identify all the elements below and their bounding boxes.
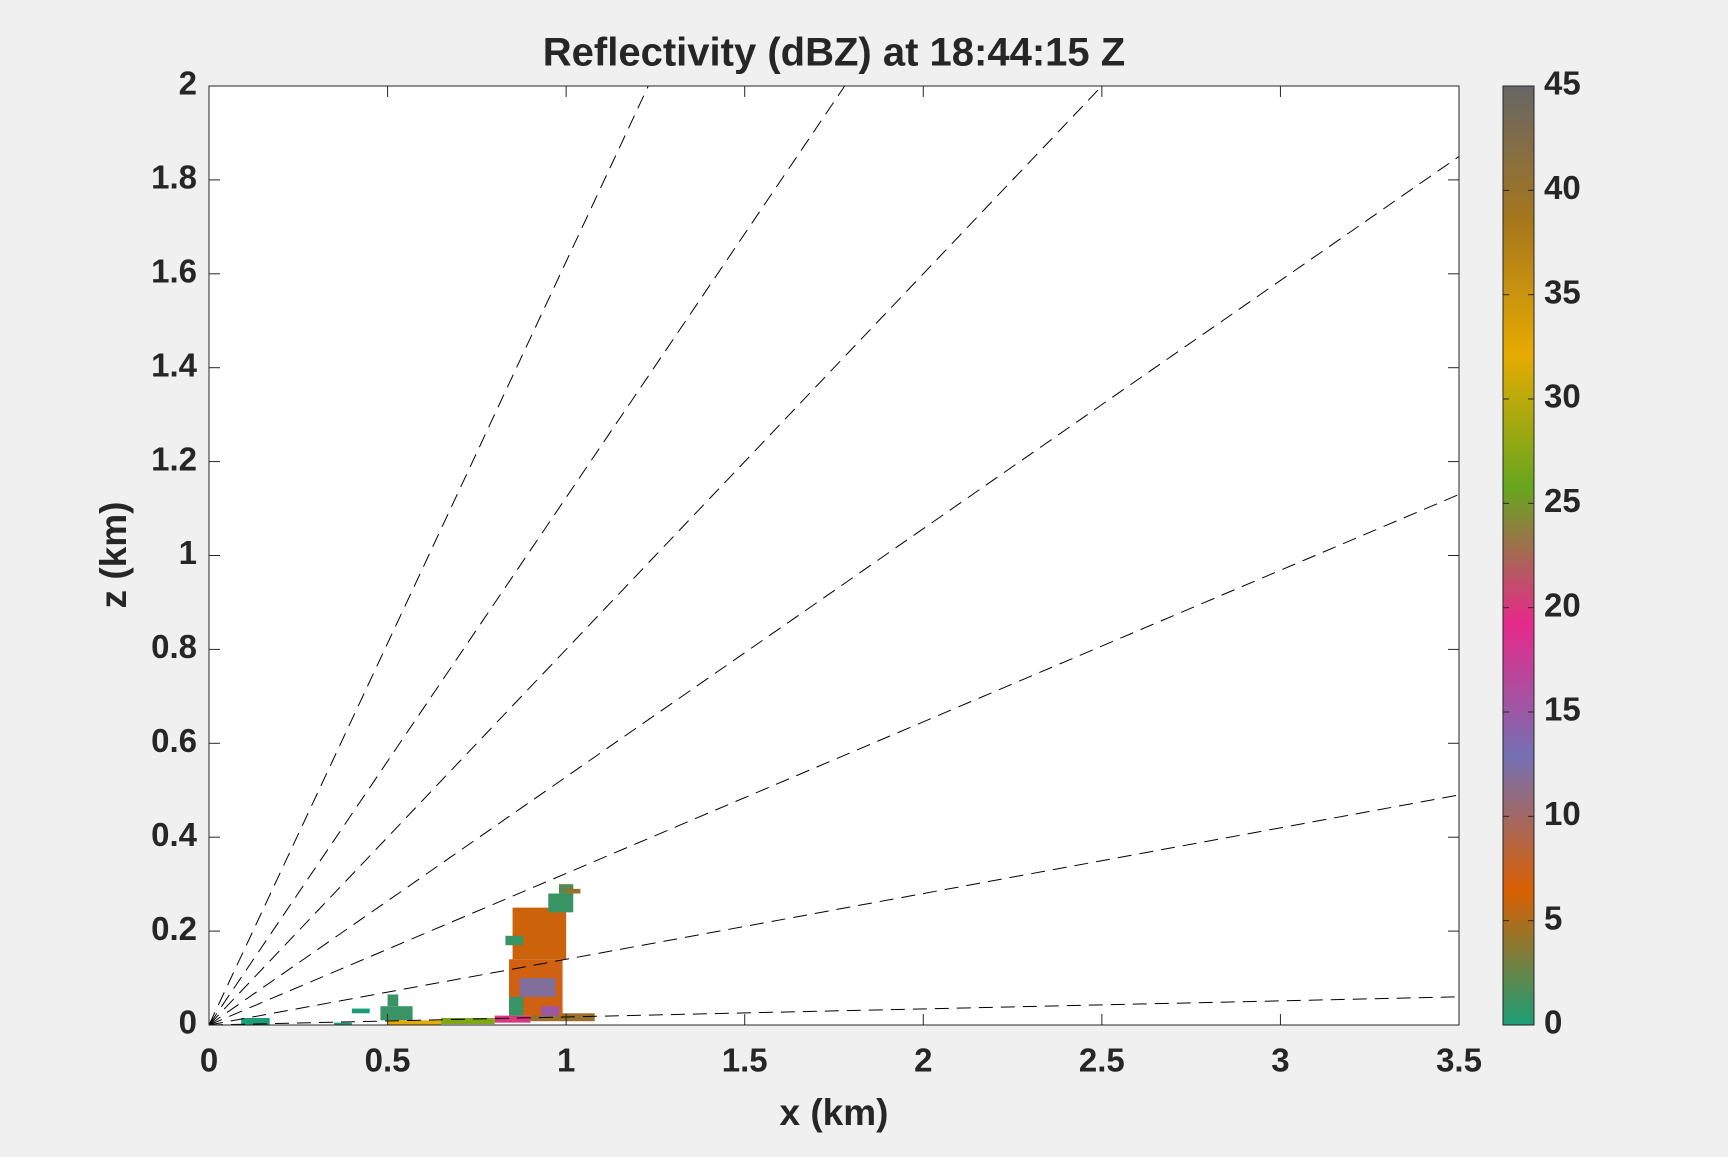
x-tick-label: 2: [914, 1042, 932, 1079]
colorbar-tick-label: 40: [1544, 169, 1581, 206]
colorbar-tick-label: 35: [1544, 273, 1581, 310]
y-tick-label: 2: [179, 65, 197, 102]
colorbar-tick-label: 45: [1544, 65, 1581, 102]
colorbar-tick-label: 15: [1544, 691, 1581, 728]
colorbar-tick-label: 5: [1544, 899, 1562, 936]
elevation-ray: [208, 85, 846, 1026]
x-tick-label: 0: [200, 1042, 218, 1079]
reflectivity-cell: [387, 994, 399, 1007]
colorbar-tick-label: 25: [1544, 482, 1581, 519]
elevation-ray: [208, 156, 1460, 1026]
elevation-ray: [208, 85, 1103, 1026]
plot-area: [209, 86, 1459, 1025]
y-tick-label: 0.6: [151, 722, 197, 759]
reflectivity-cell: [494, 1015, 531, 1023]
y-tick-label: 1.2: [151, 440, 197, 477]
colorbar-tick-label: 0: [1544, 1004, 1562, 1041]
reflectivity-cell: [441, 1017, 495, 1025]
reflectivity-cell: [509, 996, 524, 1016]
colorbar: [1502, 85, 1535, 1026]
reflectivity-cell: [559, 884, 574, 894]
chart-title: Reflectivity (dBZ) at 18:44:15 Z: [543, 31, 1125, 75]
colorbar-tick-label: 20: [1544, 586, 1581, 623]
elevation-ray: [208, 996, 1460, 1026]
elevation-ray: [208, 794, 1460, 1026]
x-tick-label: 3.5: [1436, 1042, 1482, 1079]
y-tick-label: 0: [179, 1004, 197, 1041]
x-tick-label: 1: [557, 1042, 575, 1079]
x-tick-label: 3: [1271, 1042, 1289, 1079]
y-tick-label: 1.8: [151, 159, 197, 196]
reflectivity-cell: [566, 888, 581, 894]
x-axis-label: x (km): [780, 1092, 889, 1133]
reflectivity-cell: [241, 1017, 270, 1025]
reflectivity-cell: [505, 935, 524, 946]
y-tick-label: 1.4: [151, 346, 198, 383]
x-tick-label: 0.5: [365, 1042, 411, 1079]
y-tick-label: 0.8: [151, 628, 197, 665]
y-tick-label: 1.6: [151, 253, 197, 290]
y-tick-label: 1: [179, 534, 197, 571]
reflectivity-cell: [387, 1020, 442, 1025]
x-tick-label: 1.5: [722, 1042, 768, 1079]
y-axis-label: z (km): [93, 502, 134, 609]
reflectivity-cell: [380, 1006, 413, 1021]
colorbar-tick-label: 10: [1544, 795, 1581, 832]
x-tick-label: 2.5: [1079, 1042, 1125, 1079]
reflectivity-cell: [334, 1022, 352, 1025]
colorbar-tick-label: 30: [1544, 378, 1581, 415]
reflectivity-cell: [541, 1006, 559, 1016]
reflectivity-cell: [351, 1008, 370, 1014]
reflectivity-cell: [519, 978, 556, 997]
y-tick-label: 0.4: [151, 816, 198, 853]
elevation-ray: [208, 494, 1460, 1026]
reflectivity-cell: [512, 907, 567, 960]
y-tick-label: 0.2: [151, 910, 197, 947]
reflectivity-cell: [548, 893, 574, 913]
elevation-ray: [208, 85, 649, 1026]
